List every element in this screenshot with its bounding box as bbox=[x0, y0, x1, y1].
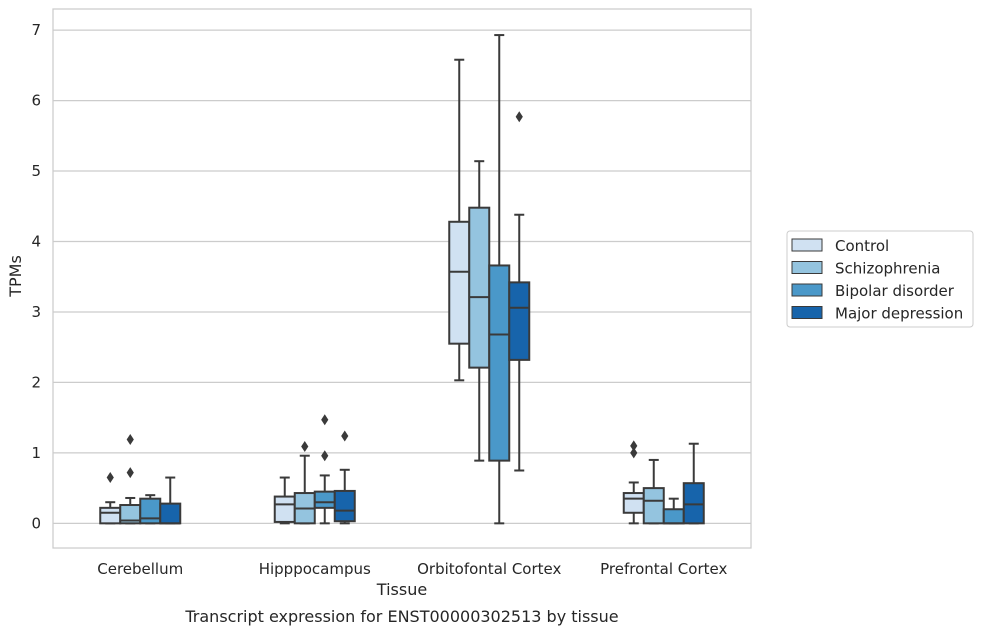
box-control bbox=[99, 472, 122, 525]
box-bipolar-disorder bbox=[488, 34, 511, 525]
outlier-point bbox=[341, 430, 349, 442]
box-body bbox=[313, 490, 336, 509]
legend-swatch bbox=[791, 306, 823, 319]
x-axis-label: Tissue bbox=[376, 580, 427, 599]
x-tick-label: Cerebellum bbox=[97, 560, 183, 578]
outlier-point bbox=[301, 441, 309, 453]
box-body bbox=[682, 482, 705, 525]
grid bbox=[53, 29, 751, 524]
x-tick-label: Orbitofontal Cortex bbox=[417, 560, 561, 578]
outlier-point bbox=[321, 450, 329, 462]
box-major-depression bbox=[333, 430, 356, 525]
box-schizophrenia bbox=[293, 441, 316, 525]
legend-label: Major depression bbox=[835, 305, 963, 323]
plot-frame bbox=[52, 8, 752, 549]
box-body bbox=[508, 281, 531, 361]
box-body bbox=[622, 492, 645, 514]
x-tick-label: Hipppocampus bbox=[259, 560, 371, 578]
box-body bbox=[273, 495, 296, 523]
legend-label: Schizophrenia bbox=[835, 260, 940, 278]
y-tick-label: 5 bbox=[31, 162, 41, 180]
legend-label: Bipolar disorder bbox=[835, 282, 955, 300]
y-tick-label: 1 bbox=[31, 444, 41, 462]
box-body bbox=[99, 506, 122, 525]
box-series bbox=[99, 34, 705, 525]
box-body bbox=[139, 497, 162, 525]
legend-swatch bbox=[791, 283, 823, 297]
box-body bbox=[468, 206, 491, 369]
plot-background bbox=[53, 9, 751, 548]
outlier-point bbox=[630, 440, 638, 452]
box-schizophrenia bbox=[642, 458, 665, 525]
box-bipolar-disorder bbox=[662, 497, 685, 525]
y-tick-label: 4 bbox=[31, 233, 41, 251]
box-bipolar-disorder bbox=[139, 494, 162, 525]
box-body bbox=[488, 264, 511, 462]
box-control bbox=[622, 440, 645, 525]
box-schizophrenia bbox=[119, 433, 142, 525]
outlier-point bbox=[630, 447, 638, 459]
y-tick-label: 2 bbox=[31, 373, 41, 391]
legend-label: Control bbox=[835, 237, 889, 255]
chart-caption: Transcript expression for ENST0000030251… bbox=[184, 607, 618, 626]
box-body bbox=[642, 487, 665, 525]
y-axis-label: TPMs bbox=[6, 255, 25, 298]
box-body bbox=[448, 220, 471, 345]
box-schizophrenia bbox=[468, 160, 491, 462]
y-tick-label: 0 bbox=[31, 514, 41, 532]
outlier-point bbox=[106, 472, 114, 484]
outlier-point bbox=[515, 111, 523, 123]
outlier-point bbox=[126, 467, 134, 479]
box-bipolar-disorder bbox=[313, 414, 336, 525]
y-tick-label: 3 bbox=[31, 303, 41, 321]
legend: Control Schizophrenia Bipolar disorder Majo… bbox=[786, 230, 974, 328]
box-major-depression bbox=[508, 111, 531, 472]
y-tick-label: 6 bbox=[31, 92, 41, 110]
x-axis-ticks: Cerebellum Hipppocampus Orbitofontal Corte… bbox=[97, 560, 727, 578]
box-major-depression bbox=[682, 442, 705, 525]
outlier-point bbox=[126, 433, 134, 445]
box-body bbox=[662, 508, 685, 525]
outlier-point bbox=[321, 414, 329, 426]
box-major-depression bbox=[159, 476, 182, 525]
box-body bbox=[333, 489, 356, 523]
legend-swatch bbox=[791, 238, 823, 252]
y-axis-ticks: 0 1 2 3 4 5 6 7 bbox=[31, 21, 41, 532]
box-body bbox=[159, 502, 182, 525]
x-tick-label: Prefrontal Cortex bbox=[600, 560, 727, 578]
y-tick-label: 7 bbox=[31, 21, 41, 39]
legend-swatch bbox=[791, 261, 823, 274]
legend-frame bbox=[786, 230, 974, 328]
